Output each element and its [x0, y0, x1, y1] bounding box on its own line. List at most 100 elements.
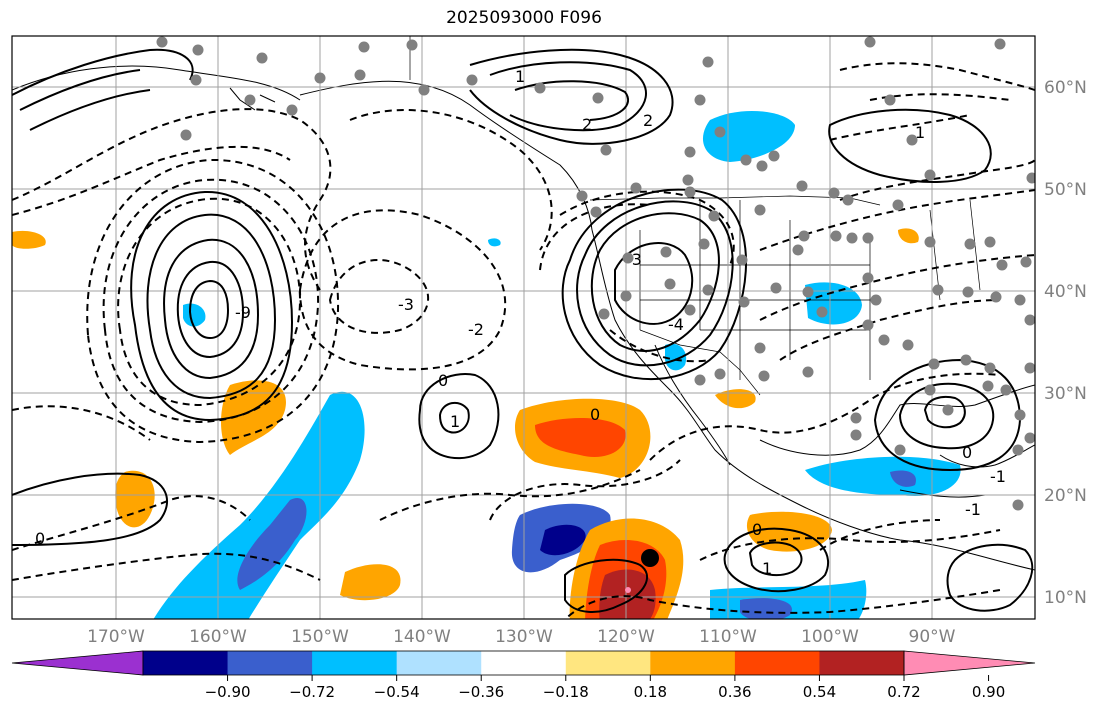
station-dot	[894, 444, 906, 456]
anomaly-shading	[12, 110, 961, 619]
map-title: 2025093000 F096	[446, 8, 602, 28]
lat-label: 40°N	[1044, 282, 1087, 302]
shade-pacific-orange3	[340, 564, 401, 601]
lon-label: 100°W	[801, 627, 859, 647]
colorbar-cell	[396, 651, 482, 675]
contour-label: -9	[235, 303, 251, 322]
station-dot	[630, 182, 642, 194]
station-dot	[990, 291, 1002, 303]
station-dot	[802, 366, 814, 378]
colorbar-tick-label: −0.18	[543, 683, 589, 701]
contour-label: 1	[450, 412, 460, 431]
station-dot	[964, 238, 976, 250]
shade-lake-orange	[898, 228, 919, 244]
station-dot	[702, 284, 714, 296]
lat-labels: 60°N 50°N 40°N 30°N 20°N 10°N	[1044, 78, 1087, 608]
station-dot	[714, 126, 726, 138]
colorbar-cell	[565, 651, 651, 675]
colorbar-cell	[819, 651, 905, 675]
station-dot	[984, 362, 996, 374]
contour-label: 1	[515, 67, 525, 86]
station-dot	[576, 190, 588, 202]
colorbar-tick-label: 0.72	[887, 683, 920, 701]
map-frame	[11, 35, 1036, 620]
colorbar-cell	[650, 651, 736, 675]
shade-small-blue	[488, 238, 501, 247]
contour-label: 0	[590, 405, 600, 424]
station-dot	[684, 146, 696, 158]
station-dot	[1026, 172, 1035, 184]
station-dot	[600, 144, 612, 156]
station-dot	[286, 104, 298, 116]
station-dot	[798, 230, 810, 242]
lat-label: 20°N	[1044, 486, 1087, 506]
station-dot	[758, 370, 770, 382]
station-dot	[694, 374, 706, 386]
colorbar-tick-label: −0.36	[458, 683, 504, 701]
lon-label: 160°W	[189, 627, 247, 647]
colorbar-tick-label: 0.90	[972, 683, 1005, 701]
station-dot	[740, 154, 752, 166]
station-dot	[694, 94, 706, 106]
contour-label: 2	[582, 115, 592, 134]
station-dot	[1014, 294, 1026, 306]
station-dot	[714, 368, 726, 380]
station-dot	[358, 41, 370, 53]
station-dot	[1020, 256, 1032, 268]
colorbar-extend-high	[903, 650, 1036, 676]
contour-label: -2	[468, 320, 484, 339]
station-dot	[244, 94, 256, 106]
station-dot	[902, 339, 914, 351]
station-dot	[962, 286, 974, 298]
station-dot	[190, 74, 202, 86]
lon-labels: 170°W 160°W 150°W 140°W 130°W 120°W 110°…	[87, 627, 956, 647]
contour-label: -3	[398, 295, 414, 314]
lon-label: 150°W	[291, 627, 349, 647]
contour-label: -1	[965, 500, 981, 519]
lon-label: 90°W	[909, 627, 956, 647]
contour-label: -1	[990, 467, 1006, 486]
station-dot	[870, 294, 882, 306]
shade-trop-darkblue	[540, 524, 586, 556]
colorbar-tick-label: 0.18	[634, 683, 667, 701]
station-dot	[590, 206, 602, 218]
station-dot	[684, 186, 696, 198]
station-dot	[996, 259, 1008, 271]
station-dot	[850, 429, 862, 441]
station-dot	[314, 72, 326, 84]
shade-trop-orange	[746, 511, 832, 552]
lat-label: 10°N	[1044, 588, 1087, 608]
colorbar-tick-label: −0.72	[289, 683, 335, 701]
station-dot	[864, 36, 876, 48]
lon-label: 110°W	[699, 627, 757, 647]
station-dot	[892, 199, 904, 211]
station-dot	[1024, 432, 1035, 444]
contour-label: 0	[35, 529, 45, 548]
shade-baja-blue	[665, 343, 687, 371]
shade-pacific-darkblue	[237, 498, 307, 590]
station-dot	[682, 174, 694, 186]
negative-contours	[12, 62, 1035, 619]
station-dot	[702, 56, 714, 68]
station-dot	[620, 290, 632, 302]
station-dot	[792, 244, 804, 256]
station-dot	[192, 44, 204, 56]
colorbar-cell	[143, 651, 229, 675]
station-dot	[770, 282, 782, 294]
contour-labels: -9 -3 -2 1 0 2 2 1 -4 -3 0 1 -1 0 1 0 0 …	[35, 67, 1006, 578]
shade-storm-darkred	[599, 569, 656, 619]
positive-contours	[12, 48, 1034, 613]
station-dot	[850, 412, 862, 424]
shade-pacific-orange1	[221, 380, 286, 455]
shade-left-orange	[12, 230, 46, 249]
station-dot	[1014, 409, 1026, 421]
contour-label: -4	[668, 315, 684, 334]
station-dot	[768, 150, 780, 162]
lon-label: 130°W	[495, 627, 553, 647]
station-dot	[982, 380, 994, 392]
colorbar-cell	[481, 651, 567, 675]
storm-small-marker	[625, 587, 631, 593]
station-dot	[924, 169, 936, 181]
station-dot	[754, 204, 766, 216]
